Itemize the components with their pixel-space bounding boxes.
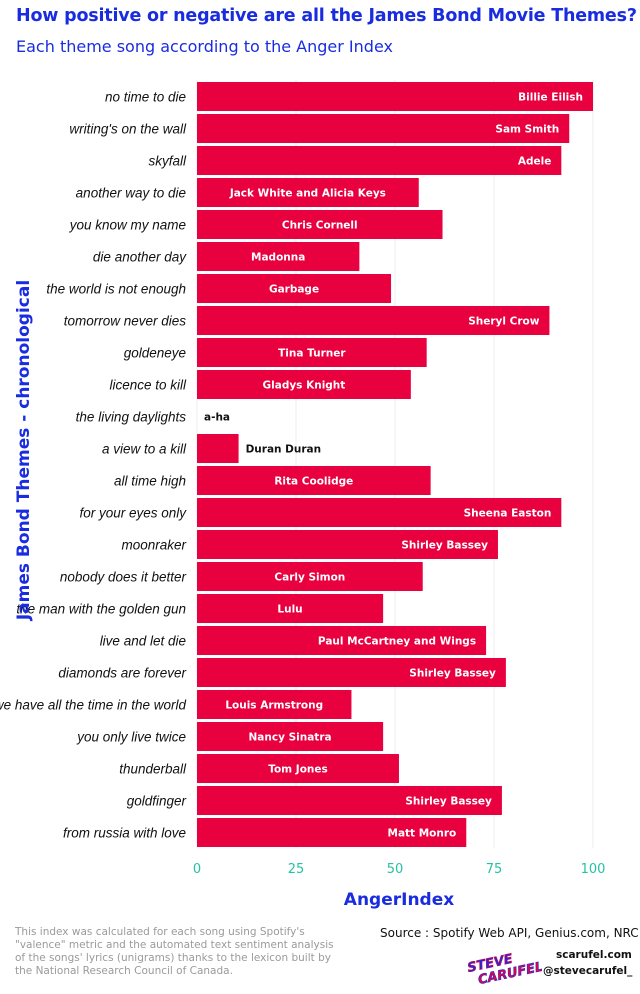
x-tick-label: 75 [486, 862, 503, 877]
bar-artist-label: Gladys Knight [263, 380, 346, 392]
bar-artist-label: Sheryl Crow [468, 316, 540, 328]
bar-chart: Billie Eilish Sam Smith Adele Jack White an… [0, 80, 606, 910]
chart-subtitle: Each theme song according to the Anger I… [16, 37, 393, 56]
category-label: die another day [93, 250, 187, 265]
category-label: skyfall [148, 154, 187, 169]
category-label: tomorrow never dies [64, 314, 187, 329]
category-label: the living daylights [76, 410, 187, 425]
bar [197, 498, 562, 527]
category-label: you know my name [69, 218, 186, 233]
bar [197, 338, 427, 367]
bar [197, 242, 360, 271]
x-tick-label: 25 [288, 862, 305, 877]
author-handle: @stevecarufel_ [543, 965, 633, 977]
bar-artist-label: a-ha [204, 412, 230, 424]
bar-artist-label: Shirley Bassey [401, 540, 488, 552]
bar-artist-label: Chris Cornell [282, 220, 358, 232]
methodology-note: This index was calculated for each song … [15, 926, 334, 977]
bar [197, 562, 423, 591]
bar [197, 370, 411, 399]
bar [197, 274, 392, 303]
bar [197, 658, 506, 687]
author-logo: STEVE CARUFEL [466, 951, 542, 985]
bar-artist-label: Jack White and Alicia Keys [229, 188, 386, 200]
bar-artist-label: Shirley Bassey [409, 668, 496, 680]
bar [197, 786, 502, 815]
bar-artist-label: Nancy Sinatra [249, 732, 332, 744]
bars: Billie Eilish Sam Smith Adele Jack White an… [197, 82, 593, 847]
bar-artist-label: Matt Monro [388, 828, 457, 840]
bar [197, 530, 498, 559]
category-label: writing's on the wall [69, 122, 187, 137]
bar [197, 306, 550, 335]
category-label: goldeneye [124, 346, 186, 361]
category-label: no time to die [105, 90, 186, 105]
category-label: the man with the golden gun [16, 602, 186, 617]
category-label: the world is not enough [46, 282, 186, 297]
chart-title: How positive or negative are all the Jam… [16, 6, 637, 26]
bar [197, 754, 399, 783]
x-tick-label: 0 [193, 862, 201, 877]
bar-artist-label: Sam Smith [495, 124, 559, 136]
category-labels: no time to die writing's on the wall skyfa… [0, 90, 187, 841]
bar-artist-label: Adele [518, 156, 551, 168]
bar [197, 818, 467, 847]
x-axis-ticks: 0 25 50 75 100 [193, 862, 606, 877]
bar [197, 178, 419, 207]
bar [197, 114, 570, 143]
bar-artist-label: Garbage [269, 284, 319, 296]
bar-artist-label: Madonna [251, 252, 305, 264]
bar-artist-label: Carly Simon [274, 572, 345, 584]
bar [197, 626, 487, 655]
x-tick-label: 50 [387, 862, 404, 877]
category-label: nobody does it better [60, 570, 187, 585]
bar-artist-label: Lulu [277, 604, 302, 616]
bar-artist-label: Sheena Easton [464, 508, 552, 520]
gridlines [196, 80, 594, 848]
x-axis-label: AngerIndex [344, 890, 454, 910]
bar [197, 466, 431, 495]
bar [197, 722, 384, 751]
category-label: moonraker [121, 538, 186, 553]
category-label: a view to a kill [102, 442, 187, 457]
source-note: Source : Spotify Web API, Genius.com, NR… [380, 926, 639, 940]
bar [197, 146, 562, 175]
author-website: scarufel.com [556, 949, 632, 961]
category-label: another way to die [76, 186, 186, 201]
bar-artist-label: Tina Turner [278, 348, 346, 360]
bar-artist-label: Tom Jones [268, 764, 328, 776]
bar [197, 82, 593, 111]
category-label: for your eyes only [79, 506, 187, 521]
category-label: from russia with love [63, 826, 186, 841]
category-label: goldfinger [127, 794, 187, 809]
bar-artist-label: Paul McCartney and Wings [318, 636, 476, 648]
category-label: thunderball [119, 762, 187, 777]
category-label: diamonds are forever [58, 666, 186, 681]
bar-artist-label: Louis Armstrong [225, 700, 323, 712]
bar-artist-label: Duran Duran [246, 444, 322, 456]
bar [197, 690, 352, 719]
x-tick-label: 100 [581, 862, 606, 877]
bar-artist-label: Rita Coolidge [274, 476, 353, 488]
bar-artist-label: Shirley Bassey [405, 796, 492, 808]
category-label: we have all the time in the world [0, 698, 186, 713]
bar [197, 594, 384, 623]
bar-artist-label: Billie Eilish [518, 92, 583, 104]
bar [197, 434, 239, 463]
y-axis-label: James Bond Themes - chronological [14, 280, 34, 621]
category-label: licence to kill [109, 378, 187, 393]
category-label: live and let die [100, 634, 186, 649]
category-label: you only live twice [76, 730, 186, 745]
category-label: all time high [114, 474, 186, 489]
bar [197, 210, 443, 239]
